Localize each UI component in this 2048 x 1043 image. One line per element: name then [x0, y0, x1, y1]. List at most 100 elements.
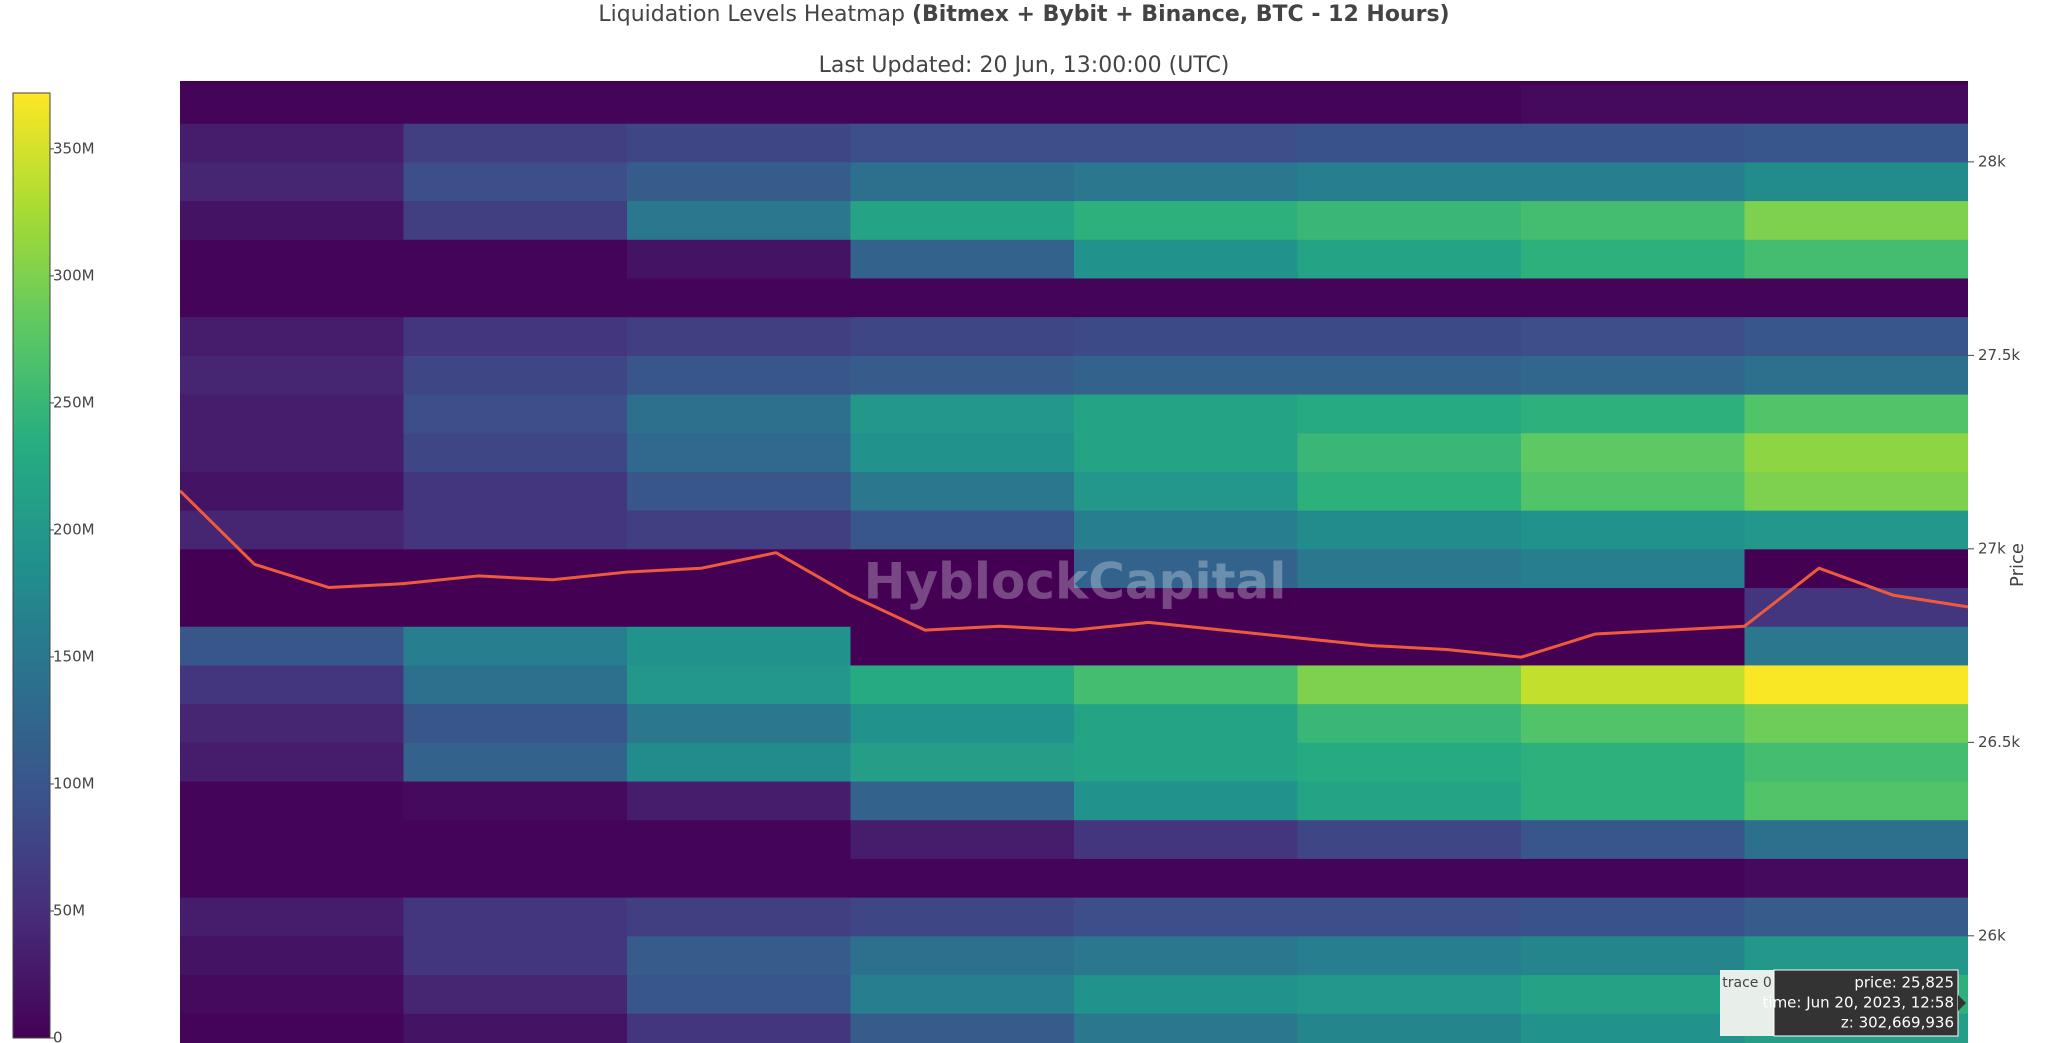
heatmap-cell [180, 84, 404, 124]
heatmap-cell [627, 742, 851, 782]
heatmap-cell [850, 432, 1075, 472]
heatmap-cell [850, 1013, 1075, 1043]
heatmap-cell [403, 781, 628, 821]
heatmap-cell [850, 858, 1075, 898]
heatmap-cell [403, 123, 628, 163]
heatmap-cell [627, 394, 851, 434]
heatmap-cell [1074, 1013, 1298, 1043]
y-axis-title: Price [2007, 543, 2028, 587]
heatmap-cell [180, 355, 404, 395]
tooltip-box [1773, 969, 1959, 1037]
heatmap-cell [1521, 161, 1745, 202]
heatmap-cell [1744, 587, 1968, 627]
heatmap-cell [1297, 277, 1522, 318]
heatmap-cell [1521, 858, 1745, 898]
chart-title: Liquidation Levels Heatmap (Bitmex + Byb… [598, 2, 1449, 27]
heatmap-cell [403, 239, 628, 279]
colorbar-tick-label: 200M [53, 520, 95, 538]
heatmap-cell [1297, 1013, 1522, 1043]
heatmap-cell [1744, 664, 1968, 705]
heatmap-cell [1074, 587, 1298, 627]
colorbar-tick-label: 300M [53, 266, 95, 284]
heatmap-cell [1074, 394, 1298, 434]
heatmap-cell [180, 664, 404, 705]
heatmap-cell [1521, 471, 1745, 511]
heatmap-cell [403, 897, 628, 937]
colorbar [12, 92, 51, 1039]
heatmap-cell [1074, 239, 1298, 279]
heatmap-cell [180, 316, 404, 356]
heatmap-cell [1074, 277, 1298, 318]
heatmap-cell [627, 277, 851, 318]
heatmap-cell [627, 355, 851, 395]
heatmap-cell [1074, 355, 1298, 395]
heatmap-cell [1744, 432, 1968, 472]
heatmap-cell [1744, 858, 1968, 898]
heatmap-cell [1074, 897, 1298, 937]
heatmap-cell [1744, 510, 1968, 550]
colorbar-tick-label: 0 [53, 1029, 63, 1043]
heatmap-cell [627, 123, 851, 163]
heatmap-cell [180, 858, 404, 898]
heatmap-cell [1744, 626, 1968, 666]
y-tick-label: 27.5k [1978, 346, 2020, 364]
heatmap-cell [850, 781, 1075, 821]
heatmap-cell [1297, 626, 1522, 666]
heatmap-cell [1744, 84, 1968, 124]
heatmap-cell [1074, 548, 1298, 589]
heatmap-cell [850, 897, 1075, 937]
colorbar-tick-label: 150M [53, 647, 95, 665]
heatmap-cell [627, 974, 851, 1014]
heatmap-cell [850, 819, 1075, 859]
heatmap-cell [403, 742, 628, 782]
heatmap-cell [850, 239, 1075, 279]
heatmap-cell [850, 200, 1075, 240]
heatmap-cell [180, 897, 404, 937]
heatmap-cell [1521, 277, 1745, 318]
heatmap-cell [180, 587, 404, 627]
heatmap-cell [627, 548, 851, 589]
heatmap-cell [180, 935, 404, 976]
heatmap-cell [180, 974, 404, 1014]
heatmap-cell [1744, 703, 1968, 743]
heatmap-cell [1074, 626, 1298, 666]
heatmap-cell [1521, 432, 1745, 472]
heatmap-cell [1521, 703, 1745, 743]
heatmap-cell [627, 1013, 851, 1043]
heatmap-cell [1297, 819, 1522, 859]
heatmap-cell [1521, 819, 1745, 859]
heatmap-cell [180, 471, 404, 511]
heatmap-cell [627, 587, 851, 627]
y-tick-label: 27k [1978, 539, 2006, 557]
heatmap-cell [403, 974, 628, 1014]
heatmap-cell [850, 703, 1075, 743]
heatmap-cell [180, 432, 404, 472]
heatmap-cell [1297, 703, 1522, 743]
heatmap-cell [1074, 123, 1298, 163]
heatmap-cell [850, 161, 1075, 202]
heatmap-cell [1297, 394, 1522, 434]
heatmap-cell [1297, 355, 1522, 395]
heatmap-cell [403, 510, 628, 550]
heatmap-cell [1744, 355, 1968, 395]
heatmap-cell [180, 548, 404, 589]
colorbar-tick-label: 50M [53, 901, 85, 919]
heatmap-cell [403, 316, 628, 356]
heatmap-cell [1744, 316, 1968, 356]
heatmap-cell [1297, 239, 1522, 279]
heatmap-cell [1521, 781, 1745, 821]
heatmap-cell [1074, 974, 1298, 1014]
heatmap-cell [1744, 742, 1968, 782]
heatmap-cell [1521, 316, 1745, 356]
heatmap-cell [1521, 123, 1745, 163]
heatmap-cell [180, 510, 404, 550]
heatmap-cell [1074, 703, 1298, 743]
heatmap-cell [1297, 316, 1522, 356]
heatmap-cell [180, 277, 404, 318]
heatmap-cell [850, 742, 1075, 782]
heatmap-cell [1297, 510, 1522, 550]
heatmap-cell [1744, 239, 1968, 279]
heatmap-cell [627, 626, 851, 666]
heatmap-cell [1744, 897, 1968, 937]
